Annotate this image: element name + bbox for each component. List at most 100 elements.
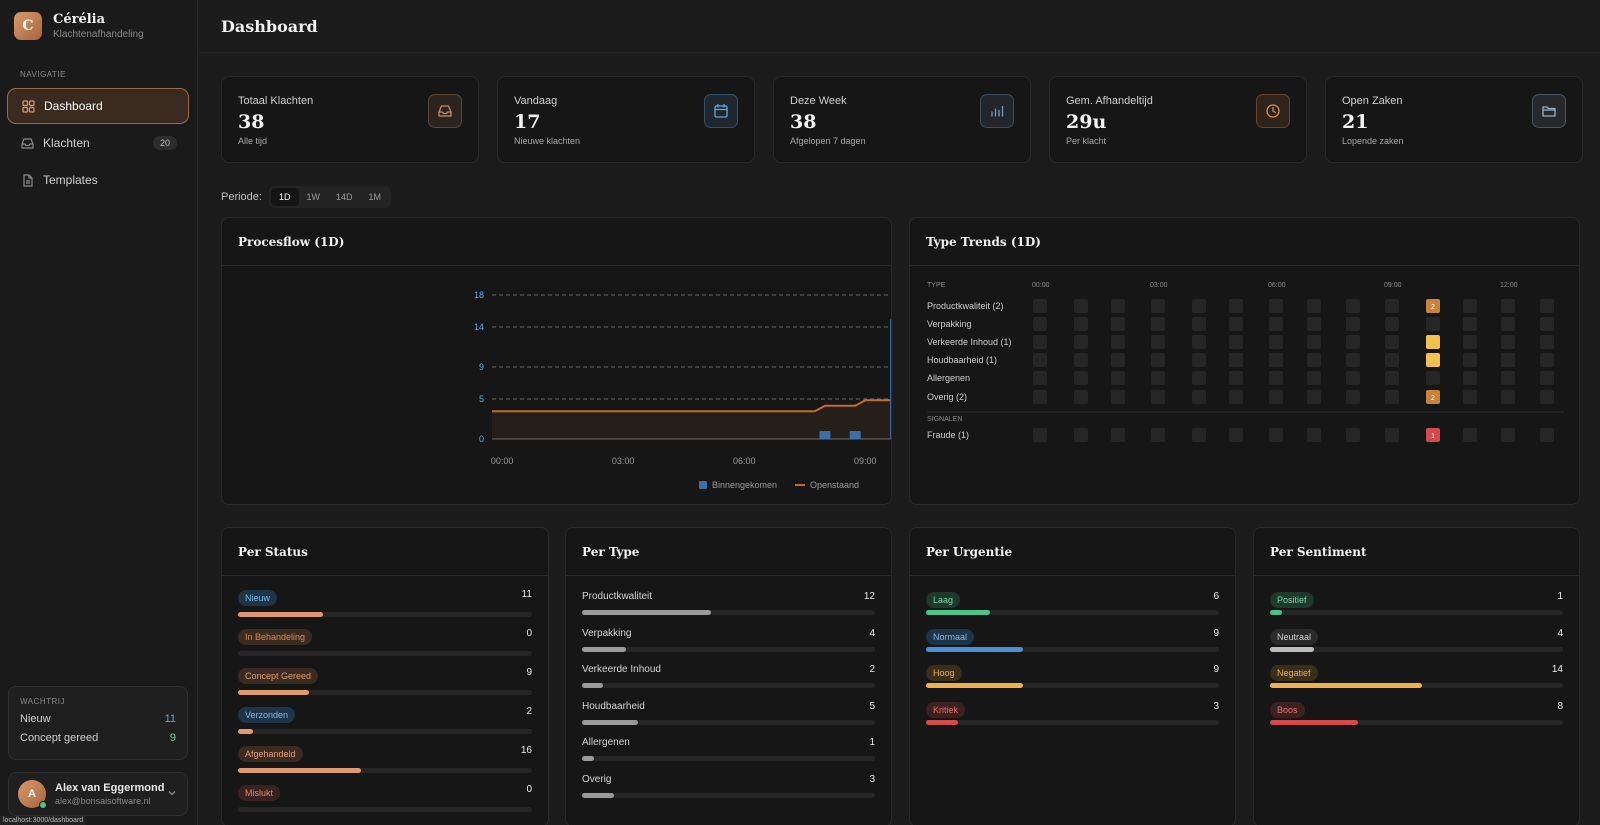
chevron-down-icon[interactable] — [167, 788, 177, 798]
list-item[interactable]: Mislukt 0 — [238, 784, 532, 823]
openstaand-line — [492, 399, 891, 413]
list-item[interactable]: Verzonden 2 — [238, 706, 532, 745]
x-tick-label: 03:00 — [612, 456, 635, 466]
stat-card: Deze Week 38 Afgelopen 7 dagen — [773, 76, 1031, 163]
list-item[interactable]: Concept Gereed 9 — [238, 667, 532, 706]
hour-label: 00:00 — [1032, 282, 1050, 289]
progress-fill — [582, 683, 603, 688]
label-pill: Hoog — [926, 665, 962, 681]
online-status-dot — [39, 801, 47, 809]
type-trends-panel: Type Trends (1D) TYPE 00:00 03:00 06:00 09:0… — [909, 217, 1580, 505]
heatmap-cell — [1229, 371, 1243, 385]
heatmap-cell — [1111, 428, 1125, 442]
list-item[interactable]: Kritiek 3 — [926, 701, 1219, 738]
item-value: 3 — [1213, 700, 1219, 712]
list-item[interactable]: Afgehandeld 16 — [238, 745, 532, 784]
item-value: 2 — [526, 706, 532, 717]
heatmap-cell — [1307, 371, 1321, 385]
heatmap-cell — [1151, 390, 1165, 404]
list-item[interactable]: Verpakking 4 — [582, 628, 875, 665]
user-menu[interactable]: A Alex van Eggermond alex@bonsaisoftware… — [8, 772, 188, 816]
heatmap-cell — [1111, 353, 1125, 367]
list-item[interactable]: Allergenen 1 — [582, 737, 875, 774]
heatmap-cell — [1229, 317, 1243, 331]
type-row-label: Verkeerde Inhoud (1) — [927, 337, 1012, 347]
list-item[interactable]: In Behandeling 0 — [238, 628, 532, 667]
item-value: 11 — [521, 589, 532, 600]
list-item[interactable]: Productkwaliteit 12 — [582, 591, 875, 628]
panel-title: Type Trends (1D) — [926, 235, 1041, 249]
stat-value: 38 — [790, 111, 817, 133]
heatmap-cell — [1346, 371, 1360, 385]
label-pill: Afgehandeld — [238, 746, 303, 762]
hour-label: 09:00 — [1384, 282, 1402, 289]
nav-item-klachten[interactable]: Klachten 20 — [7, 125, 189, 161]
list-item[interactable]: Negatief 14 — [1270, 664, 1563, 701]
avatar-initial: A — [28, 788, 36, 800]
nav-item-dashboard[interactable]: Dashboard — [7, 88, 189, 124]
heatmap-cell — [1192, 353, 1206, 367]
heatmap-cell-active — [1426, 428, 1440, 442]
progress-fill — [1270, 646, 1314, 652]
list-item[interactable]: Positief 1 — [1270, 591, 1563, 628]
progress-fill — [238, 690, 309, 695]
type-trends-heatmap: TYPE 00:00 03:00 06:00 09:00 12:00 Productkwal… — [927, 282, 1564, 442]
label-pill: Neutraal — [1270, 628, 1319, 645]
heatmap-cell — [1269, 390, 1283, 404]
item-label: Houdbaarheid — [582, 700, 645, 712]
heatmap-cell — [1501, 428, 1515, 442]
heatmap-cell-active — [1426, 353, 1440, 367]
period-tab-1m[interactable]: 1M — [368, 192, 382, 202]
list-item[interactable]: Boos 8 — [1270, 701, 1563, 738]
list-item[interactable]: Overig 3 — [582, 774, 875, 811]
queue-row[interactable]: Nieuw 11 — [20, 713, 176, 725]
period-selector: Periode: 1D 1W 14D 1M — [221, 186, 392, 208]
hour-label: 06:00 — [1268, 282, 1286, 289]
list-item[interactable]: Neutraal 4 — [1270, 628, 1563, 665]
progress-fill — [1270, 610, 1282, 615]
heatmap-cell — [1229, 390, 1243, 404]
stat-card: Totaal Klachten 38 Alle tijd — [221, 76, 479, 163]
heatmap-cell — [1463, 353, 1477, 367]
per-sentiment-panel: Per Sentiment Positief 1 Neutraal 4 Negatief… — [1253, 527, 1580, 825]
heatmap-cell — [1346, 353, 1360, 367]
y-left-tick-label: 0 — [479, 434, 484, 444]
queue-row[interactable]: Concept gereed 9 — [20, 732, 176, 744]
list-item[interactable]: Verkeerde Inhoud 2 — [582, 664, 875, 701]
item-value: 4 — [869, 627, 875, 639]
period-tab-1w[interactable]: 1W — [306, 192, 321, 202]
divider — [910, 265, 1579, 266]
progress-fill — [926, 610, 991, 615]
list-item[interactable]: Hoog 9 — [926, 664, 1219, 701]
item-label: Overig — [582, 773, 612, 785]
stat-value: 17 — [514, 111, 541, 133]
stat-card: Gem. Afhandeltijd 29u Per klacht — [1049, 76, 1307, 163]
heatmap-cell — [1307, 317, 1321, 331]
item-value: 8 — [1557, 700, 1563, 712]
inbox-icon — [21, 137, 34, 150]
heatmap-cell — [1111, 317, 1125, 331]
panel-title: Per Status — [238, 545, 308, 559]
heatmap-cell — [1385, 317, 1399, 331]
list-item[interactable]: Normaal 9 — [926, 628, 1219, 665]
period-tab-14d[interactable]: 14D — [336, 192, 353, 202]
bar-chart-icon — [980, 94, 1014, 128]
stat-sub: Afgelopen 7 dagen — [790, 136, 866, 146]
status-bar-url: localhost:3000/dashboard — [0, 816, 87, 825]
nav-item-templates[interactable]: Templates — [7, 162, 189, 198]
progress-fill — [926, 646, 1023, 652]
list-item[interactable]: Houdbaarheid 5 — [582, 701, 875, 738]
heatmap-cell — [1540, 299, 1554, 313]
progress-fill — [926, 683, 1023, 688]
list-item[interactable]: Laag 6 — [926, 591, 1219, 628]
list-item[interactable]: Nieuw 11 — [238, 589, 532, 628]
progress-fill — [582, 610, 711, 615]
heatmap-cell — [1540, 428, 1554, 442]
stat-label: Vandaag — [514, 95, 558, 107]
heatmap-cell — [1463, 371, 1477, 385]
heatmap-cell — [1192, 371, 1206, 385]
period-tab-1d[interactable]: 1D — [270, 188, 299, 206]
heatmap-cell-active — [1426, 335, 1440, 349]
brand[interactable]: C Cérélia Klachtenafhandeling — [14, 12, 144, 40]
signal-row-label: Fraude (1) — [927, 430, 969, 440]
